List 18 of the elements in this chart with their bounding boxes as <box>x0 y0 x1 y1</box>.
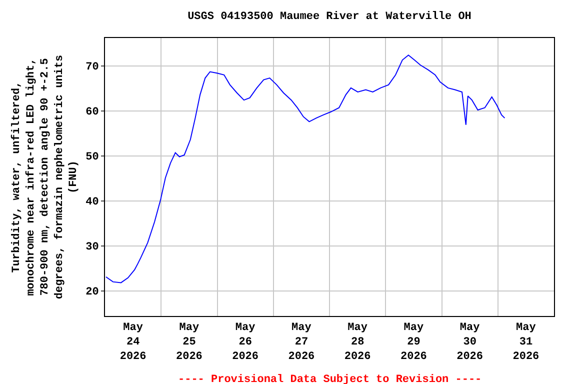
x-tick-label: May 28 2026 <box>344 322 371 363</box>
y-tick-label: 40 <box>86 196 99 209</box>
y-tick-label: 30 <box>86 242 99 254</box>
chart-title: USGS 04193500 Maumee River at Waterville OH <box>188 11 472 24</box>
line-series <box>105 54 506 284</box>
x-tick-label: May 31 2026 <box>512 322 540 363</box>
x-tick-label: May 24 2026 <box>120 322 146 363</box>
x-tick-label: May 26 2026 <box>232 322 259 363</box>
y-axis-title: Turbidity, water, unfiltered, monochrome near infra-red LED light, 780-900 nm, detection angle 90 +-2.5 degrees, formazin nephelometric units (FNU) <box>10 54 80 300</box>
y-tick-label: 20 <box>86 286 99 299</box>
x-tick-label: May 27 2026 <box>288 322 315 363</box>
y-tick-label: 50 <box>86 152 99 164</box>
y-tick-label: 60 <box>86 106 99 119</box>
x-tick-label: May 29 2026 <box>400 322 427 363</box>
x-tick-label: May 25 2026 <box>176 322 202 363</box>
text: ---- Provisional Data Subject to Revision ---- <box>178 374 482 384</box>
x-tick-label: May 30 2026 <box>456 322 484 363</box>
y-tick-label: 70 <box>86 62 99 74</box>
